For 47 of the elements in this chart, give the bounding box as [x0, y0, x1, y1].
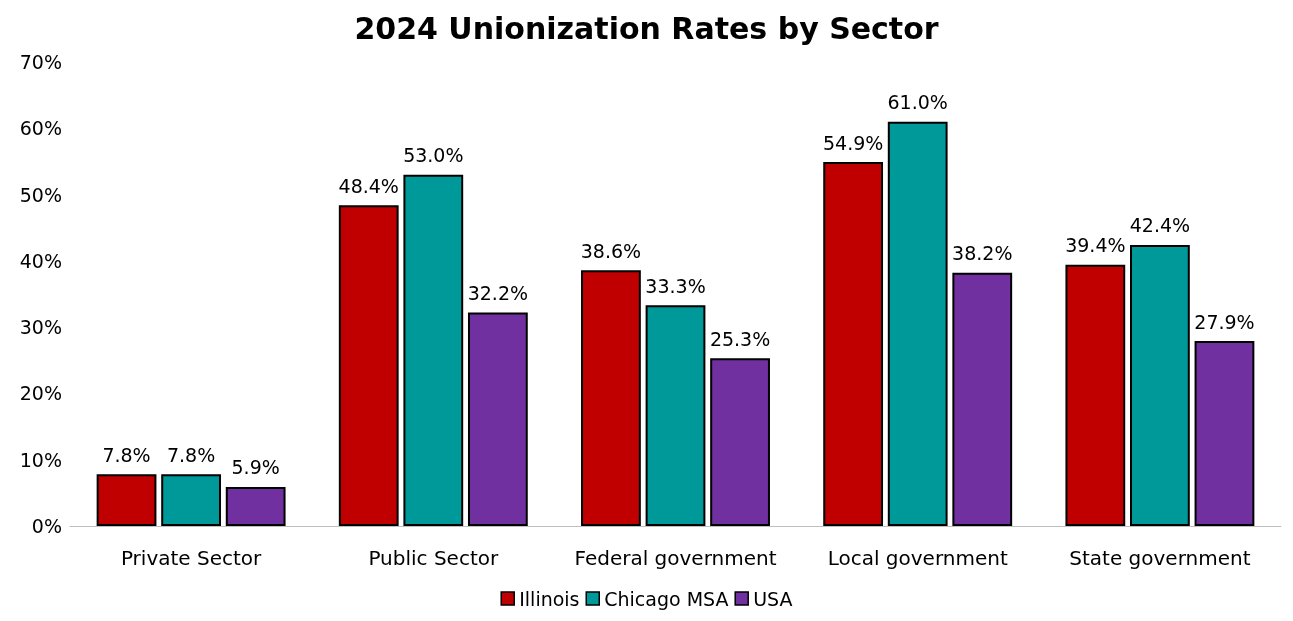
legend-label: Illinois: [519, 587, 580, 610]
y-tick-label: 0%: [31, 515, 62, 537]
bar: [1130, 244, 1190, 526]
legend-label: Chicago MSA: [604, 587, 729, 610]
data-label: 38.6%: [580, 239, 642, 262]
bar: [645, 305, 706, 526]
x-tick-label: Public Sector: [368, 546, 499, 570]
y-tick-label: 10%: [19, 448, 62, 471]
bar: [823, 162, 884, 526]
y-tick-label: 30%: [19, 316, 62, 339]
data-label: 61.0%: [887, 91, 948, 114]
bar: [1194, 341, 1255, 526]
y-tick-label: 60%: [19, 117, 62, 140]
data-label: 7.8%: [102, 443, 151, 466]
data-label: 5.9%: [231, 456, 280, 479]
y-tick-label: 20%: [19, 382, 62, 405]
data-label: 53.0%: [403, 144, 464, 167]
bar: [403, 174, 464, 526]
data-label: 48.4%: [338, 174, 399, 197]
x-tick-label: Federal government: [574, 546, 777, 570]
bar: [887, 121, 948, 526]
bar: [1065, 264, 1126, 526]
bar: [581, 270, 641, 526]
bar: [338, 205, 399, 526]
bar: [710, 358, 770, 526]
data-label: 32.2%: [467, 282, 529, 305]
bar: [952, 272, 1013, 526]
data-label: 27.9%: [1194, 310, 1255, 333]
y-tick-label: 70%: [19, 51, 62, 73]
legend-label: USA: [753, 587, 793, 610]
x-tick-label: State government: [1069, 546, 1251, 570]
chart-title: 2024 Unionization Rates by Sector: [354, 10, 939, 46]
data-label: 38.2%: [952, 242, 1013, 265]
data-label: 54.9%: [822, 131, 884, 154]
x-tick-label: Local government: [827, 546, 1008, 570]
bar: [467, 312, 528, 526]
bar: [225, 486, 286, 526]
data-label: 25.3%: [709, 327, 771, 350]
data-label: 42.4%: [1129, 214, 1191, 237]
data-label: 33.3%: [645, 274, 706, 297]
data-label: 39.4%: [1065, 234, 1126, 257]
y-tick-label: 50%: [19, 183, 62, 206]
x-tick-label: Private Sector: [120, 546, 263, 570]
bar: [161, 474, 221, 526]
data-label: 7.8%: [166, 443, 216, 466]
bar: [96, 474, 157, 526]
y-tick-label: 40%: [19, 249, 62, 272]
